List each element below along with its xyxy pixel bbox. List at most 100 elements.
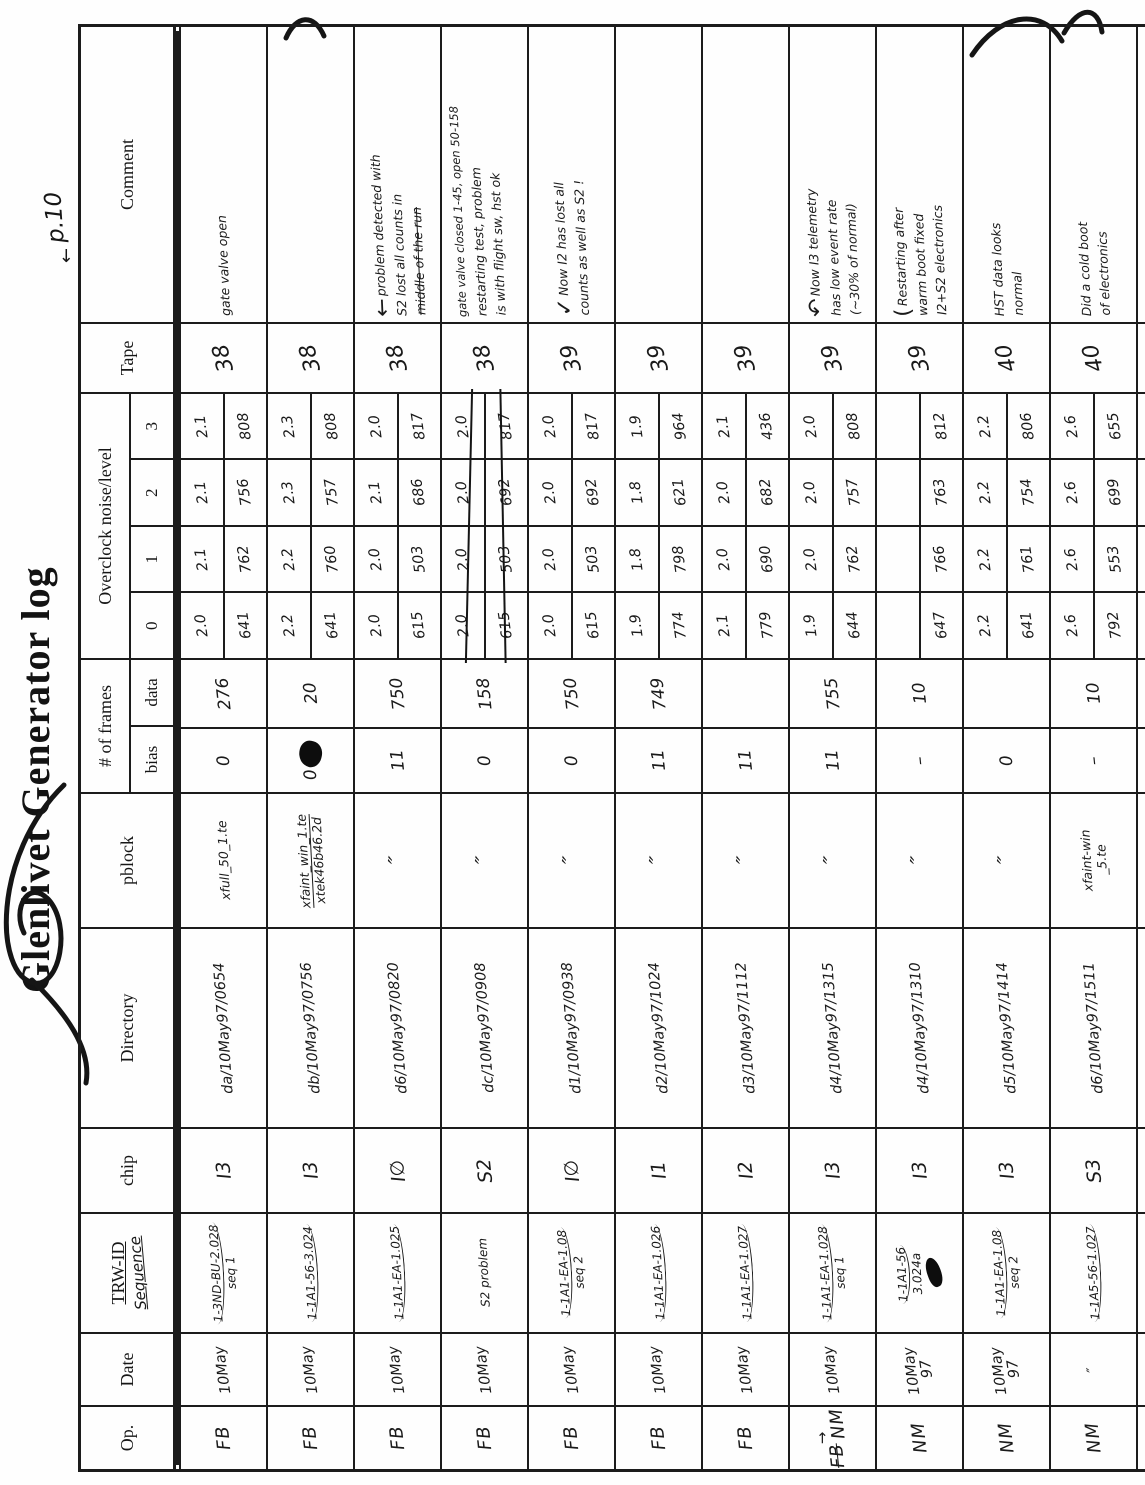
- bias-value: 11: [734, 748, 757, 773]
- noise-level-cell: 2.2 806: [964, 392, 1049, 458]
- level-value: 641: [312, 593, 354, 658]
- tape-value: 38: [294, 341, 327, 375]
- level-value: 699: [1095, 460, 1137, 525]
- noise-level-cell: 2.1 686: [355, 458, 440, 525]
- comment-line-text: Did a cold boot: [1074, 221, 1094, 317]
- noise-value: 2.0: [442, 527, 486, 591]
- pblock-ditto-mark: ″: [993, 854, 1020, 867]
- comment-line-text: has low event rate: [823, 199, 844, 317]
- noise-level-cell: [1138, 392, 1145, 458]
- op-value: FB: [385, 1424, 410, 1452]
- trw-id-cell: 1-1A1-EA-1.08 seq 2: [529, 1212, 614, 1332]
- data-frames-cell: [1138, 658, 1145, 727]
- noise-level-cell: 2.0 615: [529, 591, 614, 658]
- noise-number: 2.0: [801, 479, 821, 506]
- noise-level-cell: 1.9 774: [616, 591, 701, 658]
- chip-cell: I3: [877, 1127, 962, 1212]
- noise-level-cell: 2.1 756: [181, 458, 266, 525]
- log-table: Op. Date TRW-ID Sequence chip Directory …: [78, 24, 1145, 1472]
- bias-cell: 0: [442, 727, 527, 792]
- pblock-cell: ″: [616, 792, 701, 927]
- noise-number: 1.9: [627, 413, 647, 439]
- comment-text: gate valve closed 1-45, open 50-158 resta…: [446, 104, 510, 318]
- op-values: FB NM: [825, 1407, 849, 1470]
- tape-value: 40: [1077, 341, 1110, 375]
- comment-cell: ←problem detected with S2 lost all counts…: [355, 27, 440, 322]
- level-value: 641: [1008, 593, 1050, 658]
- level-number: 615: [496, 610, 517, 641]
- pblock-cell: xfaint_win_1.te xtek46b46.2d: [268, 792, 353, 927]
- bias-value: 0: [560, 754, 583, 767]
- noise-value: 2.0: [355, 593, 399, 658]
- comment-line-text: (~30% of normal): [842, 202, 863, 316]
- noise-level-cell: 2.0 817: [442, 392, 527, 458]
- trw-id-line: 1-1A1-56-3.024: [300, 1223, 321, 1323]
- noise-value: 2.0: [442, 394, 486, 458]
- directory-value: d5/10May97/1414: [993, 961, 1020, 1095]
- table-row: FB 10May 1-1A1-56-3.024 I3 db/10May97/0756 xf…: [268, 27, 355, 1469]
- level-number: 615: [409, 610, 430, 641]
- level-number: 792: [1105, 610, 1126, 641]
- pblock-cell: xfaint-win _5.te: [1051, 792, 1136, 927]
- comment-text: gate valve open: [212, 215, 235, 317]
- tape-value: 39: [555, 341, 588, 375]
- noise-level-cell: 2.2 760: [268, 525, 353, 591]
- level-value: 754: [1008, 460, 1050, 525]
- level-value: 762: [225, 527, 267, 591]
- date-value: 10May: [821, 1344, 844, 1394]
- comment-line-text: counts as well as S2 !: [571, 179, 592, 316]
- data-frames-cell: 158: [442, 658, 527, 727]
- header-chip: chip: [81, 1127, 173, 1212]
- level-number: 774: [670, 610, 691, 641]
- data-frames-value: 158: [472, 676, 497, 711]
- op-cell: NM: [1051, 1405, 1136, 1469]
- level-value: 792: [1095, 593, 1137, 658]
- noise-value: 2.0: [355, 527, 399, 591]
- level-number: 761: [1018, 544, 1039, 574]
- date-value: 10May: [212, 1344, 235, 1394]
- trw-id-line: 1-1A1-EA-1.026: [648, 1223, 669, 1323]
- directory-cell: d4/10May97/1315: [790, 927, 875, 1127]
- data-frames-cell: 750: [529, 658, 614, 727]
- noise-level-cell: 2.3 808: [268, 392, 353, 458]
- header-noise-sub: 3: [142, 422, 161, 431]
- noise-level-cell: 2.0 817: [529, 392, 614, 458]
- op-cell: FB: [442, 1405, 527, 1469]
- pblock-ditto-mark: ″: [906, 854, 933, 867]
- level-number: 699: [1105, 477, 1126, 508]
- comment-text: ✓Now I2 has lost all counts as well as S2…: [549, 179, 594, 317]
- directory-value: d4/10May97/1310: [906, 961, 933, 1095]
- bias-value: 0: [995, 754, 1018, 767]
- pblock-ditto-mark: ″: [384, 854, 411, 867]
- level-number: 641: [322, 610, 343, 641]
- noise-level-cell: 2.6 792: [1051, 591, 1136, 658]
- trw-id-value: 1-1A1-EA-1.08 seq 2: [554, 1227, 589, 1320]
- noise-value: 2.0: [442, 460, 486, 525]
- noise-value: 2.1: [181, 394, 225, 458]
- trw-id-value: 1-1A1-56-3.024: [300, 1223, 321, 1323]
- trw-id-cell: 1-1A1-EA-1.08 seq 2: [964, 1212, 1049, 1332]
- comment-cell: ✓Now I2 has lost all counts as well as S2…: [529, 27, 614, 322]
- noise-number: 2.2: [279, 612, 299, 639]
- pblock-cell: [1138, 792, 1145, 927]
- comment-cell: gate valve closed 1-45, open 50-158 resta…: [442, 27, 527, 322]
- chip-cell: I∅: [529, 1127, 614, 1212]
- chip-cell: I2: [703, 1127, 788, 1212]
- tape-value: 39: [816, 341, 849, 375]
- date-cell: ″: [1051, 1332, 1136, 1405]
- header-op: Op.: [81, 1405, 173, 1469]
- bias-cell: –: [877, 727, 962, 792]
- level-number: 692: [583, 477, 604, 508]
- date-value: 10May: [386, 1344, 409, 1394]
- level-number: 690: [757, 544, 778, 574]
- noise-number: 2.1: [714, 413, 734, 439]
- trw-id-main: 1-1A1-EA-1.025: [387, 1223, 408, 1323]
- noise-value: 1.8: [616, 527, 660, 591]
- level-number: 682: [757, 477, 778, 508]
- noise-number: 2.0: [192, 612, 212, 639]
- level-value: 817: [486, 394, 528, 458]
- pblock-ditto-mark: ″: [819, 854, 846, 867]
